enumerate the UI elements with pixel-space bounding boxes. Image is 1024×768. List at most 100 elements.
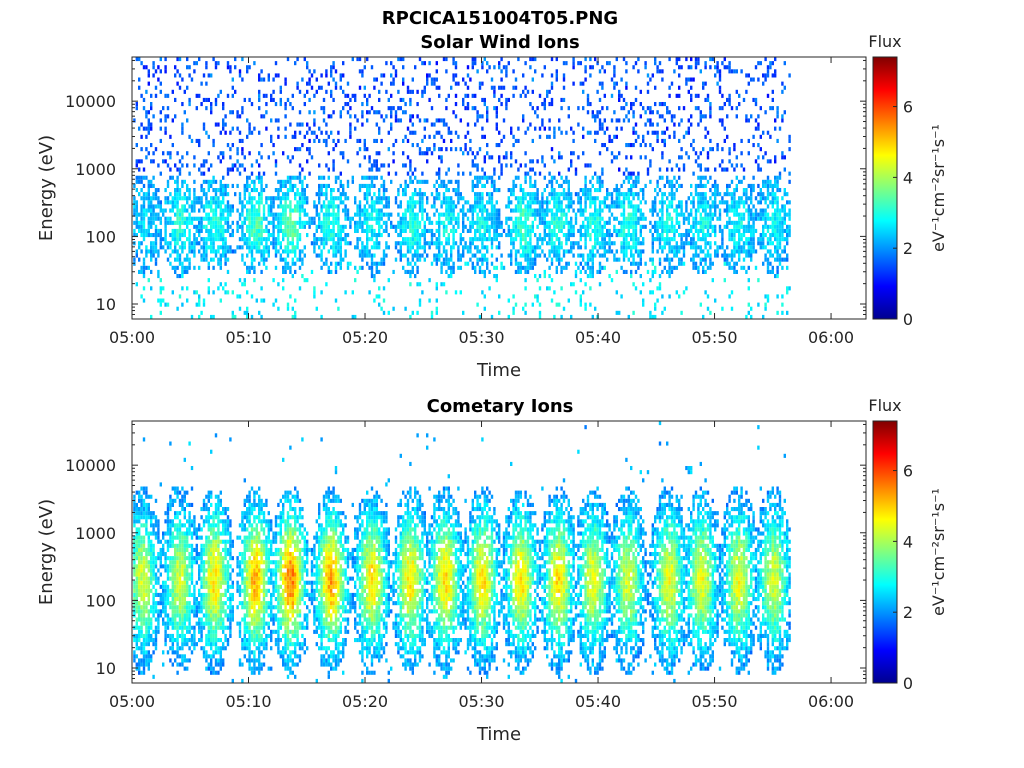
spectrogram-cell	[202, 122, 206, 127]
spectrogram-cell	[378, 302, 381, 307]
spectrogram-cell	[589, 57, 592, 62]
spectrogram-cell	[642, 282, 645, 287]
spectrogram-cell	[205, 81, 208, 86]
spectrogram-cell	[558, 224, 561, 229]
spectrogram-cell	[450, 274, 453, 279]
spectrogram-cell	[418, 302, 422, 307]
spectrogram-cell	[394, 138, 398, 143]
spectrogram-cell	[452, 237, 455, 242]
spectrogram-cell	[159, 233, 162, 238]
spectrogram-cell	[447, 208, 450, 213]
spectrogram-cell	[243, 167, 246, 172]
spectrogram-cell	[519, 216, 522, 221]
spectrogram-cell	[658, 257, 662, 262]
spectrogram-cell	[728, 151, 731, 156]
spectrogram-cell	[392, 77, 395, 82]
spectrogram-cell	[380, 81, 383, 86]
spectrogram-cell	[433, 204, 436, 209]
spectrogram-cell	[325, 212, 328, 217]
spectrogram-cell	[217, 233, 220, 238]
spectrogram-cell	[666, 220, 669, 225]
spectrogram-cell	[478, 237, 482, 242]
spectrogram-cell	[433, 196, 436, 201]
spectrogram-cells	[133, 57, 791, 319]
spectrogram-cell	[598, 151, 602, 156]
spectrogram-cell	[210, 102, 213, 107]
spectrogram-cell	[478, 216, 482, 221]
spectrogram-cell	[291, 237, 294, 242]
spectrogram-cell	[682, 167, 686, 172]
spectrogram-cell	[392, 306, 395, 311]
spectrogram-cell	[738, 253, 741, 258]
spectrogram-cell	[445, 212, 448, 217]
spectrogram-cell	[740, 245, 743, 250]
spectrogram-cell	[423, 85, 426, 90]
spectrogram-cell	[474, 106, 477, 111]
spectrogram-cell	[709, 188, 712, 193]
spectrogram-cell	[258, 171, 261, 176]
spectrogram-cell	[706, 179, 710, 184]
spectrogram-cell	[313, 69, 316, 74]
spectrogram-cell	[200, 188, 203, 193]
spectrogram-cell	[740, 179, 743, 184]
spectrogram-cell	[366, 212, 369, 217]
spectrogram-cell	[483, 155, 486, 160]
spectrogram-cell	[493, 274, 496, 279]
spectrogram-cell	[678, 175, 681, 180]
spectrogram-cell	[356, 220, 359, 225]
spectrogram-cell	[289, 224, 292, 229]
spectrogram-cell	[334, 204, 338, 209]
spectrogram-cell	[730, 290, 734, 295]
spectrogram-cell	[140, 122, 143, 127]
spectrogram-cell	[661, 212, 664, 217]
spectrogram-cell	[687, 216, 690, 221]
spectrogram-cell	[596, 61, 599, 66]
spectrogram-cell	[457, 134, 460, 139]
spectrogram-cell	[625, 167, 628, 172]
spectrogram-cell	[140, 179, 143, 184]
spectrogram-cell	[205, 130, 208, 135]
spectrogram-cell	[320, 175, 323, 180]
spectrogram-cell	[282, 208, 285, 213]
spectrogram-cell	[176, 220, 179, 225]
spectrogram-cell	[675, 93, 678, 98]
spectrogram-cell	[733, 196, 736, 201]
spectrogram-cell	[690, 65, 693, 70]
spectrogram-cell	[613, 73, 616, 78]
spectrogram-cell	[442, 282, 446, 287]
spectrogram-cell	[198, 208, 201, 213]
spectrogram-cell	[526, 241, 530, 246]
spectrogram-cell	[291, 183, 294, 188]
spectrogram-cell	[603, 93, 606, 98]
spectrogram-cell	[524, 245, 527, 250]
spectrogram-cell	[402, 220, 405, 225]
spectrogram-cell	[145, 212, 148, 217]
spectrogram-cell	[190, 138, 194, 143]
spectrogram-cell	[464, 81, 467, 86]
spectrogram-cell	[740, 220, 743, 225]
spectrogram-cell	[402, 77, 405, 82]
spectrogram-cell	[714, 208, 717, 213]
spectrogram-cell	[325, 89, 328, 94]
spectrogram-cell	[404, 306, 407, 311]
spectrogram-cell	[577, 106, 580, 111]
spectrogram-cell	[358, 208, 362, 213]
spectrogram-cell	[162, 286, 165, 291]
spectrogram-cell	[613, 65, 616, 70]
spectrogram-cell	[342, 188, 345, 193]
spectrogram-cell	[308, 69, 311, 74]
spectrogram-cell	[613, 257, 616, 262]
spectrogram-cell	[370, 269, 374, 274]
spectrogram-cell	[601, 167, 604, 172]
spectrogram-cell	[452, 269, 455, 274]
spectrogram-cell	[250, 179, 254, 184]
spectrogram-cell	[692, 171, 695, 176]
spectrogram-cell	[320, 249, 323, 254]
spectrogram-cell	[366, 196, 369, 201]
spectrogram-cell	[315, 208, 318, 213]
spectrogram-cell	[481, 81, 484, 86]
spectrogram-cell	[291, 233, 294, 238]
spectrogram-cell	[488, 216, 491, 221]
spectrogram-cell	[142, 200, 146, 205]
spectrogram-cell	[361, 249, 364, 254]
